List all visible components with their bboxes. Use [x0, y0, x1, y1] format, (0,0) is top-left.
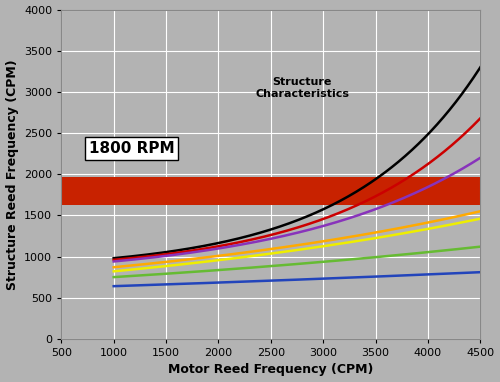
Text: 1800 RPM: 1800 RPM [88, 141, 174, 156]
Y-axis label: Structure Reed Frequency (CPM): Structure Reed Frequency (CPM) [6, 59, 18, 290]
Bar [62, 177, 480, 205]
Text: Structure
Characteristics: Structure Characteristics [256, 77, 350, 99]
X-axis label: Motor Reed Frequency (CPM): Motor Reed Frequency (CPM) [168, 363, 374, 376]
